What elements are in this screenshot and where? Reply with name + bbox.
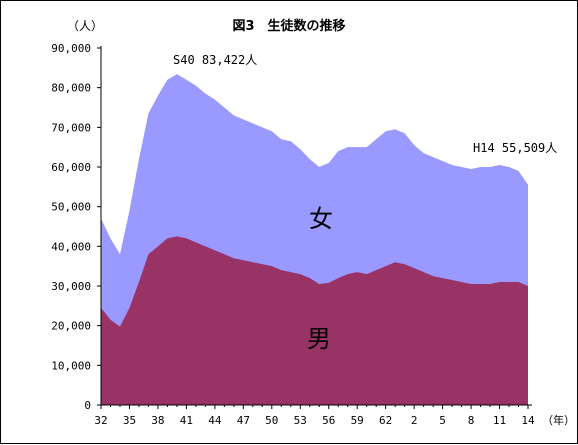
y-tick-label: 70,000 xyxy=(51,121,91,134)
x-tick-label: 62 xyxy=(379,414,392,427)
y-tick-label: 20,000 xyxy=(51,320,91,333)
series-label-female: 女 xyxy=(309,205,333,233)
y-tick-label: 90,000 xyxy=(51,42,91,55)
x-tick-label: 11 xyxy=(493,414,506,427)
annotation-latest: H14 55,509人 xyxy=(473,141,557,155)
chart-title: 図3 生徒数の推移 xyxy=(232,19,346,34)
x-tick-label: 35 xyxy=(123,414,136,427)
x-axis-unit-label: （年） xyxy=(542,413,575,427)
x-tick-label: 44 xyxy=(208,414,222,427)
x-tick-label: 8 xyxy=(468,414,475,427)
x-tick-label: 47 xyxy=(237,414,250,427)
x-tick-label: 53 xyxy=(294,414,307,427)
y-tick-label: 60,000 xyxy=(51,161,91,174)
y-tick-label: 0 xyxy=(84,399,91,412)
x-tick-label: 41 xyxy=(180,414,193,427)
y-axis-unit-label: （人） xyxy=(67,19,104,33)
y-tick-label: 30,000 xyxy=(51,280,91,293)
x-tick-label: 5 xyxy=(439,414,446,427)
x-tick-label: 59 xyxy=(351,414,364,427)
x-tick-label: 50 xyxy=(265,414,278,427)
annotation-peak: S40 83,422人 xyxy=(173,53,257,67)
x-tick-label: 32 xyxy=(94,414,107,427)
series-male-area xyxy=(101,236,528,405)
y-tick-label: 50,000 xyxy=(51,201,91,214)
x-tick-label: 2 xyxy=(411,414,418,427)
series-label-male: 男 xyxy=(307,325,331,353)
y-tick-label: 40,000 xyxy=(51,240,91,253)
x-tick-label: 14 xyxy=(521,414,535,427)
x-tick-label: 38 xyxy=(151,414,164,427)
x-tick-label: 56 xyxy=(322,414,335,427)
y-tick-label: 80,000 xyxy=(51,82,91,95)
y-tick-label: 10,000 xyxy=(51,359,91,372)
